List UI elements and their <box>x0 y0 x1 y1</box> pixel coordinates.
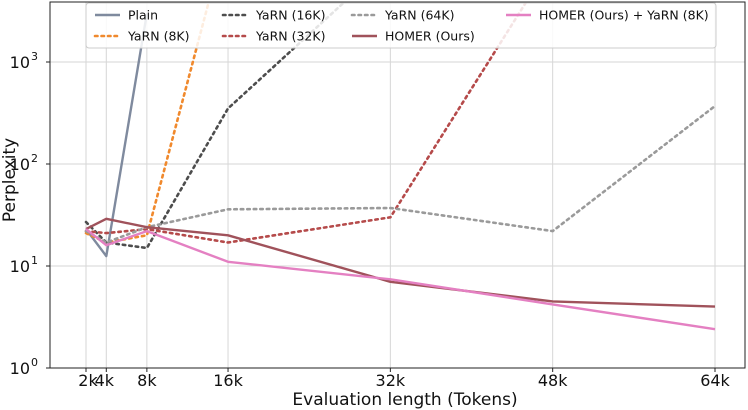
x-tick-label-32k: 32k <box>376 371 406 390</box>
y-tick-exponent: 2 <box>31 152 38 165</box>
legend-label: HOMER (Ours) + YaRN (8K) <box>539 8 709 23</box>
x-tick-label-64k: 64k <box>700 371 730 390</box>
legend-label: YaRN (8K) <box>127 29 190 44</box>
y-axis-label: Perplexity <box>0 138 20 222</box>
plot-background <box>50 2 745 368</box>
y-tick-exponent: 3 <box>31 50 38 63</box>
legend-label: YaRN (32K) <box>255 29 325 44</box>
legend: Plain YaRN (8K) YaRN (16K) YaRN (32K) YaRN (… <box>86 3 716 48</box>
x-tick-label-48k: 48k <box>538 371 568 390</box>
y-tick-exponent: 0 <box>31 356 38 369</box>
legend-label: YaRN (16K) <box>255 8 325 23</box>
legend-label: YaRN (64K) <box>384 8 454 23</box>
legend-label: HOMER (Ours) <box>385 29 475 44</box>
y-tick-exponent: 1 <box>31 254 38 267</box>
y-tick-label: 10 <box>10 257 30 276</box>
legend-label: Plain <box>128 8 158 23</box>
x-tick-label-4k: 4k <box>95 371 115 390</box>
y-tick-label: 10 <box>10 53 30 72</box>
y-tick-label: 10 <box>10 359 30 378</box>
x-axis-label: Evaluation length (Tokens) <box>292 390 517 410</box>
x-tick-label-8k: 8k <box>137 371 157 390</box>
x-tick-label-16k: 16k <box>213 371 243 390</box>
